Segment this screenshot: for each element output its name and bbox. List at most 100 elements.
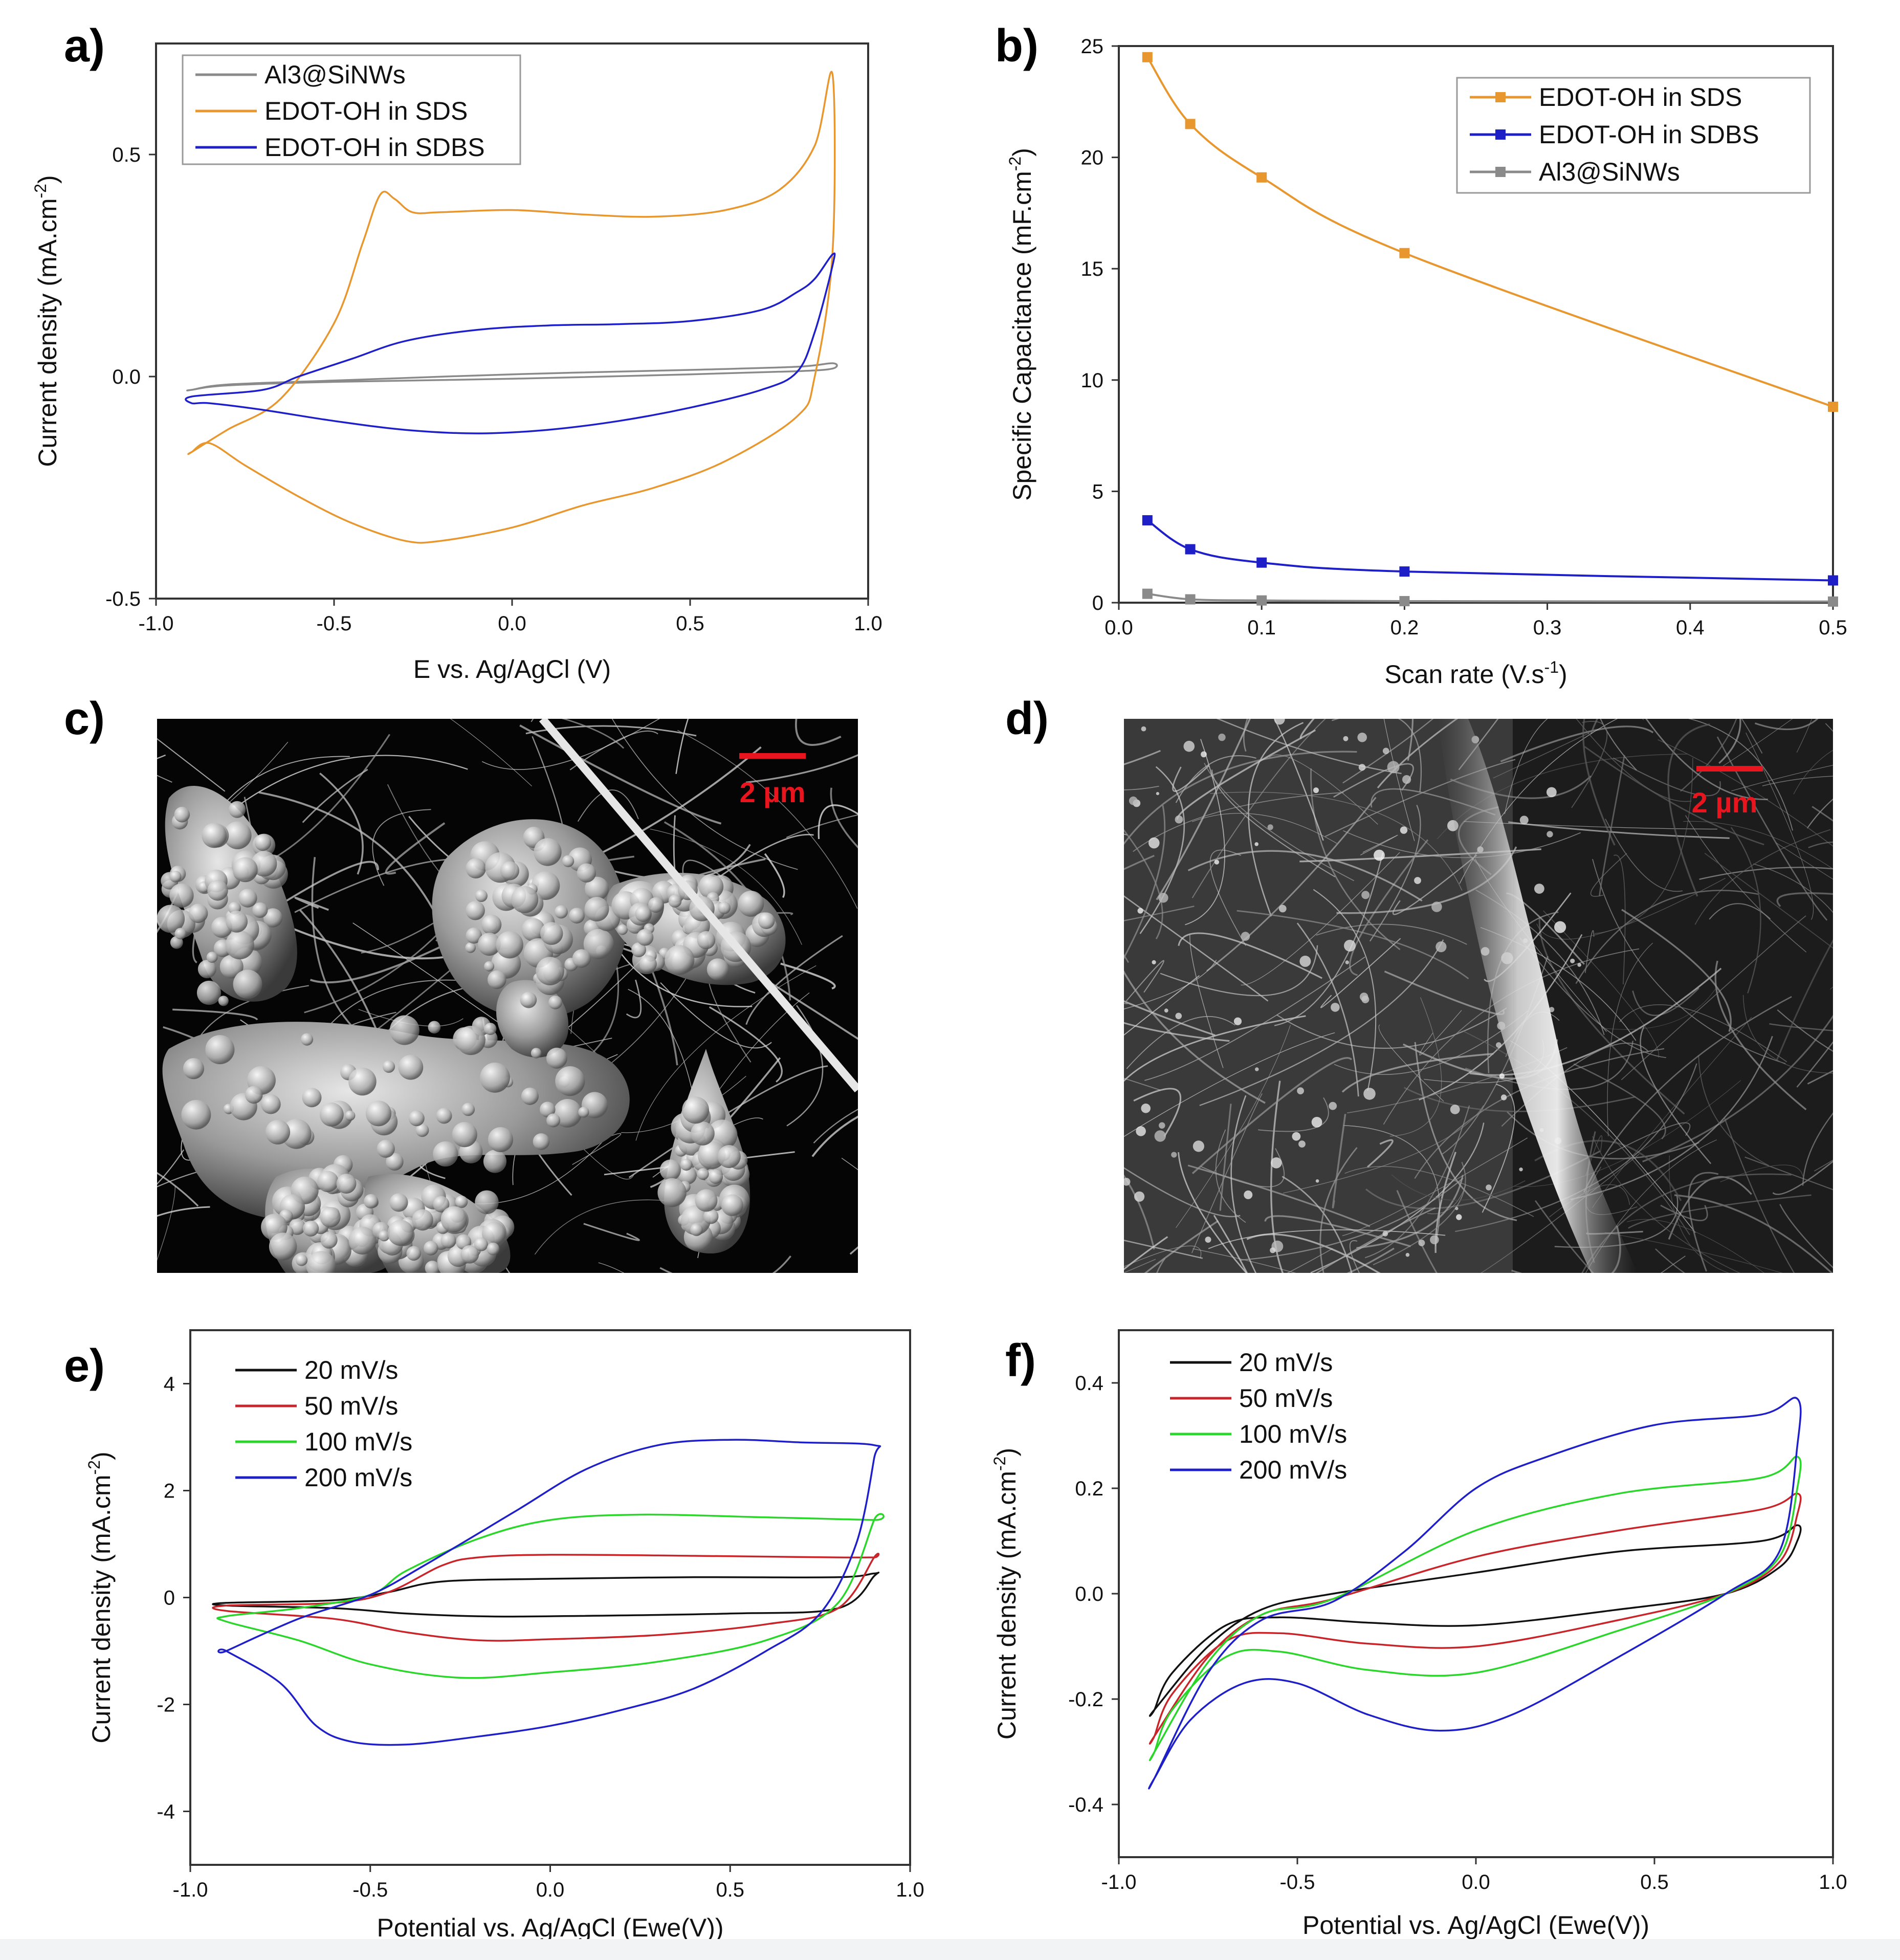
- data-point: [1256, 557, 1267, 568]
- y-tick-label: 5: [1092, 480, 1103, 503]
- data-point: [1828, 575, 1838, 586]
- legend-marker: [1495, 129, 1506, 140]
- x-tick-label: 0.5: [716, 1879, 744, 1901]
- data-point: [1256, 172, 1267, 183]
- series-line: [187, 71, 836, 544]
- legend-entry: 50 mV/s: [304, 1392, 398, 1420]
- x-tick-label: 1.0: [1819, 1871, 1847, 1893]
- series-line: [1148, 1397, 1802, 1790]
- series-line: [1148, 1524, 1802, 1717]
- legend-entry: 20 mV/s: [1239, 1348, 1333, 1377]
- y-tick-label: 0: [164, 1587, 175, 1610]
- y-axis-label: Specific Capacitance (mF.cm-2): [1006, 148, 1036, 501]
- panel-c-sem-image: 2 µm: [157, 719, 858, 1273]
- legend-entry: 100 mV/s: [304, 1427, 412, 1456]
- y-tick-label: 10: [1081, 369, 1104, 392]
- x-tick-label: 0.2: [1390, 616, 1419, 639]
- series-line: [1147, 592, 1833, 603]
- x-tick-label: 0.5: [1640, 1871, 1669, 1893]
- legend-entry: EDOT-OH in SDS: [1539, 83, 1742, 112]
- panel-e-cv-plot: -1.0 -0.5 0.0 0.5 1.0 -4 -2 0 2 4 Potential vs. Ag…: [85, 1329, 924, 1942]
- granular-texture: [157, 801, 778, 1273]
- x-tick-label: 0.1: [1247, 616, 1276, 639]
- x-tick-label: 0.4: [1676, 616, 1705, 639]
- y-tick-label: -0.5: [105, 588, 141, 610]
- data-point: [1142, 588, 1153, 599]
- series-line: [1146, 519, 1833, 582]
- scalebar: [1696, 766, 1763, 772]
- x-axis-label: Scan rate (V.s-1): [1384, 658, 1567, 689]
- data-point: [1185, 594, 1196, 605]
- x-tick-label: -0.5: [352, 1879, 388, 1901]
- series-line: [216, 1513, 885, 1679]
- legend-entry: 200 mV/s: [1239, 1456, 1347, 1484]
- bottom-strip: [0, 1939, 1900, 1960]
- legend-entry: EDOT-OH in SDBS: [264, 133, 485, 162]
- y-tick-label: 0.5: [112, 144, 141, 166]
- panel-b-capacitance-plot: 0.0 0.1 0.2 0.3 0.4 0.5 0 5 10 15 20 25 Scan rate (V…: [1006, 35, 1847, 689]
- y-tick-label: 0.0: [1075, 1583, 1103, 1605]
- x-axis-label: Potential vs. Ag/AgCl (Ewe(V)): [377, 1913, 723, 1942]
- legend-entry: 100 mV/s: [1239, 1420, 1347, 1448]
- x-tick-label: 0.0: [1462, 1871, 1490, 1893]
- legend-marker: [1495, 167, 1506, 177]
- panel-a-cv-plot: -1.0 -0.5 0.0 0.5 1.0-0.50.00.5E vs. Ag/AgCl…: [31, 42, 882, 684]
- data-point: [1828, 596, 1838, 607]
- data-point: [1399, 566, 1410, 577]
- x-tick-label: 0.3: [1533, 616, 1562, 639]
- panel-label-b: b): [995, 20, 1039, 72]
- data-point: [1256, 595, 1267, 606]
- x-axis-label: E vs. Ag/AgCl (V): [413, 655, 611, 684]
- scalebar-label: 2 µm: [740, 776, 806, 808]
- y-tick-label: -4: [157, 1801, 175, 1823]
- series-line: [1148, 1456, 1802, 1761]
- legend-marker: [1495, 92, 1506, 102]
- series-line: [212, 1553, 880, 1642]
- panel-d-sem-image: 2 µm: [1124, 719, 1833, 1273]
- plot-frame: [189, 1329, 911, 1866]
- data-point: [1399, 596, 1410, 606]
- data-point: [1185, 119, 1196, 129]
- y-axis-label: Current density (mA.cm-2): [85, 1451, 116, 1743]
- legend-entry: Al3@SiNWs: [264, 60, 406, 89]
- panel-label-c: c): [64, 693, 105, 744]
- y-tick-label: 0: [1092, 592, 1103, 614]
- legend-entry: EDOT-OH in SDS: [264, 97, 468, 125]
- panel-label-f: f): [1005, 1335, 1036, 1386]
- panel-f-cv-plot: -1.0 -0.5 0.0 0.5 1.0 -0.4 -0.2 0.0 0.2 0.4 Potent…: [990, 1329, 1847, 1940]
- legend-entry: Al3@SiNWs: [1539, 158, 1680, 186]
- y-tick-label: 0.4: [1075, 1372, 1103, 1395]
- scalebar: [739, 753, 806, 759]
- y-tick-label: 0.0: [112, 366, 141, 388]
- y-tick-label: 0.2: [1075, 1478, 1103, 1500]
- legend-entry: EDOT-OH in SDBS: [1539, 120, 1759, 149]
- x-tick-label: 1.0: [896, 1879, 924, 1901]
- x-tick-label: -1.0: [1101, 1871, 1137, 1893]
- y-tick-label: -0.2: [1068, 1688, 1103, 1711]
- x-tick-label: -0.5: [1280, 1871, 1315, 1893]
- panel-label-d: d): [1005, 693, 1049, 744]
- data-point: [1185, 544, 1196, 555]
- y-tick-label: -0.4: [1068, 1794, 1103, 1816]
- y-tick-label: 4: [164, 1373, 175, 1396]
- x-tick-label: 0.0: [498, 612, 526, 635]
- x-tick-label: 0.0: [1104, 616, 1133, 639]
- legend-entry: 50 mV/s: [1239, 1384, 1333, 1413]
- series-line: [185, 252, 836, 434]
- y-tick-label: 2: [164, 1480, 175, 1503]
- y-tick-label: 20: [1081, 147, 1104, 169]
- x-tick-label: 1.0: [854, 612, 882, 635]
- series-line: [186, 362, 838, 391]
- y-axis-label: Current density (mA.cm-2): [990, 1448, 1021, 1739]
- legend-entry: 20 mV/s: [304, 1356, 398, 1384]
- panel-label-e: e): [64, 1340, 105, 1392]
- data-point: [1399, 248, 1410, 258]
- y-tick-label: 25: [1081, 35, 1104, 58]
- series-line: [212, 1571, 880, 1618]
- series-line: [217, 1439, 881, 1746]
- x-tick-label: -0.5: [317, 612, 352, 635]
- y-tick-label: -2: [157, 1694, 175, 1716]
- panel-label-a: a): [64, 20, 105, 72]
- plot-frame: [1118, 45, 1834, 604]
